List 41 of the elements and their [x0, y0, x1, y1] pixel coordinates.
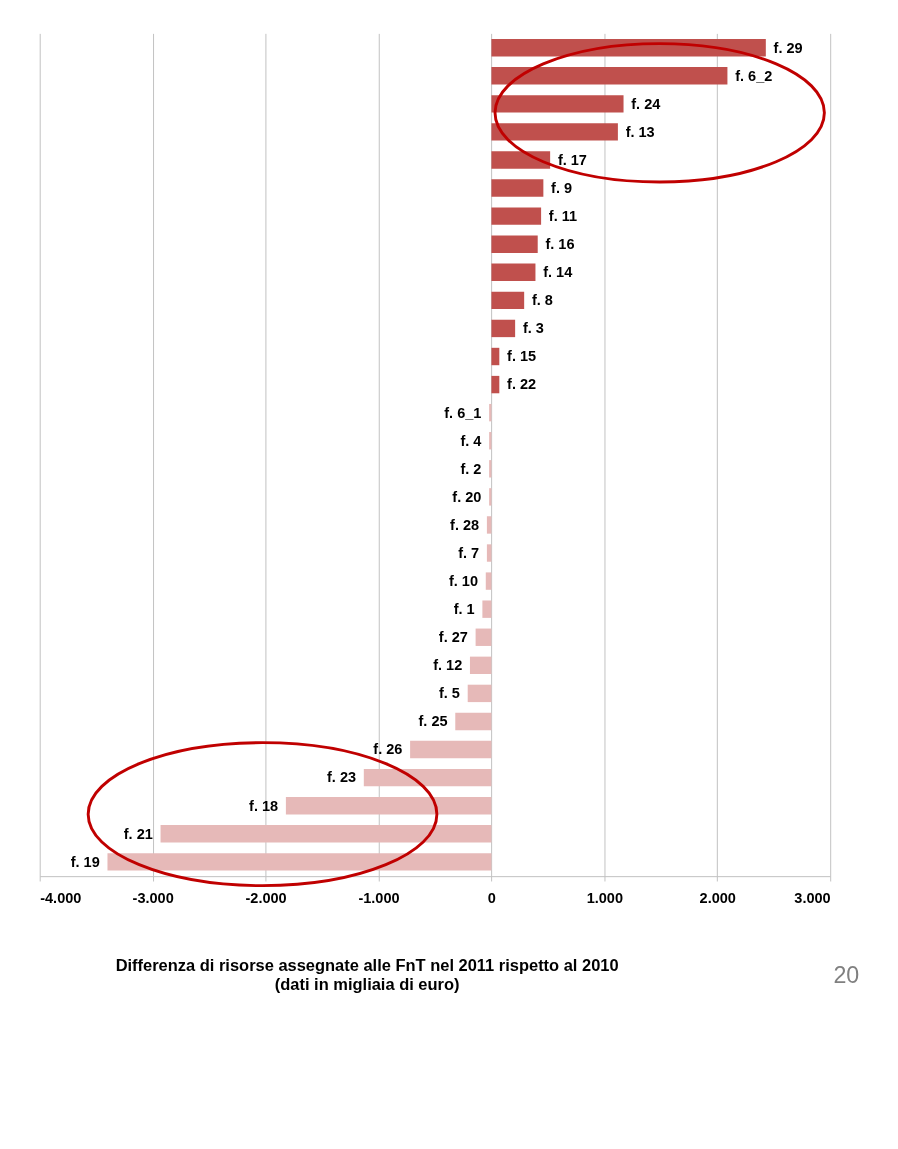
y-tick-label: f. 26	[373, 741, 403, 758]
y-tick-label: f. 18	[249, 797, 279, 814]
y-tick-label: f. 22	[507, 376, 537, 393]
y-tick-label: f. 4	[460, 432, 482, 449]
x-tick-label: -2.000	[245, 889, 287, 906]
y-tick-label: f. 7	[458, 544, 480, 561]
y-tick-label: f. 20	[452, 488, 482, 505]
y-tick-label: f. 17	[557, 151, 587, 168]
y-tick-label: f. 16	[545, 236, 575, 253]
y-tick-label: f. 9	[551, 179, 573, 196]
x-tick-label: 0	[487, 889, 496, 906]
y-tick-label: f. 1	[453, 601, 475, 618]
y-tick-label: f. 8	[531, 292, 553, 309]
x-tick-label: -3.000	[132, 889, 174, 906]
y-tick-label: f. 6_2	[735, 67, 773, 84]
y-tick-label: f. 3	[522, 320, 544, 337]
y-tick-label: f. 2	[460, 460, 482, 477]
text: 20	[833, 961, 860, 988]
x-tick-label: 1.000	[586, 889, 623, 906]
y-tick-label: f. 28	[450, 516, 480, 533]
y-tick-label: f. 11	[548, 207, 578, 224]
y-tick-label: f. 10	[448, 572, 479, 589]
y-tick-label: f. 14	[543, 264, 573, 281]
x-tick-label: -1.000	[358, 889, 400, 906]
y-tick-label: f. 23	[327, 769, 357, 786]
x-tick-label: 2.000	[699, 889, 736, 906]
y-tick-label: f. 21	[123, 825, 153, 842]
y-tick-label: f. 19	[70, 853, 100, 870]
y-tick-label: f. 27	[438, 629, 468, 646]
y-tick-label: f. 29	[773, 39, 803, 56]
y-tick-label: f. 24	[631, 95, 661, 112]
y-tick-label: f. 6_1	[444, 404, 482, 421]
y-tick-label: f. 12	[433, 657, 463, 674]
x-tick-label: 3.000	[794, 889, 831, 906]
text: (dati in migliaia di euro)	[274, 975, 460, 994]
text: Differenza di risorse assegnate alle FnT nel 2011 rispetto al 2010	[115, 956, 619, 975]
y-tick-label: f. 13	[625, 123, 655, 140]
y-tick-label: f. 15	[507, 348, 537, 365]
y-tick-label: f. 25	[418, 713, 448, 730]
y-tick-label: f. 5	[438, 685, 460, 702]
x-tick-label: -4.000	[40, 889, 82, 906]
